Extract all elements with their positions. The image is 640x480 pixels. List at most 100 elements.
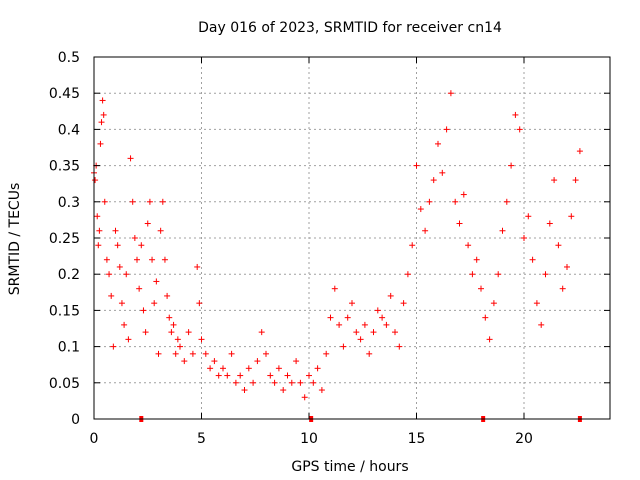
data-point <box>400 300 407 307</box>
y-tick-label: 0 <box>71 412 80 428</box>
y-tick-label: 0.5 <box>58 50 80 66</box>
data-point <box>144 220 151 227</box>
data-point <box>293 358 300 365</box>
data-point <box>271 379 278 386</box>
y-tick-label: 0.05 <box>49 376 80 392</box>
data-point <box>516 126 523 133</box>
data-point <box>336 321 343 328</box>
data-point <box>482 314 489 321</box>
data-point <box>538 321 545 328</box>
data-point <box>499 227 506 234</box>
data-point <box>95 242 102 249</box>
data-point <box>97 140 104 147</box>
x-tick-labels: 0 5 10 15 20 <box>90 431 533 447</box>
data-point <box>456 220 463 227</box>
data-point <box>237 372 244 379</box>
data-point <box>301 394 308 401</box>
data-point <box>366 350 373 357</box>
data-point <box>170 321 177 328</box>
data-point <box>189 350 196 357</box>
data-point <box>196 300 203 307</box>
data-point <box>159 198 166 205</box>
data-point <box>228 350 235 357</box>
data-point <box>306 372 312 379</box>
data-point <box>263 350 269 357</box>
data-point <box>318 387 325 394</box>
data-point <box>521 235 527 241</box>
data-point <box>284 372 291 379</box>
data-point <box>224 372 231 379</box>
y-tick-label: 0.25 <box>49 231 80 247</box>
data-point <box>546 220 553 227</box>
data-points <box>91 90 583 401</box>
data-point <box>349 300 355 307</box>
data-point <box>357 336 364 343</box>
data-point <box>215 372 222 379</box>
data-point <box>344 314 351 321</box>
x-tick-label: 20 <box>515 431 533 447</box>
data-point <box>220 365 226 372</box>
data-point <box>508 162 515 169</box>
data-point <box>460 191 467 198</box>
data-point <box>99 97 106 104</box>
data-point <box>118 300 125 307</box>
y-tick-label: 0.15 <box>49 303 80 319</box>
data-point <box>288 379 295 386</box>
data-point <box>194 263 201 270</box>
data-point <box>280 387 287 394</box>
y-tick-label: 0.35 <box>49 159 80 175</box>
data-point <box>512 111 519 118</box>
x-tick-label: 15 <box>408 431 426 447</box>
y-tick-label: 0.2 <box>58 267 80 283</box>
data-point <box>361 321 368 328</box>
data-point <box>426 198 433 205</box>
data-point <box>310 379 317 386</box>
data-point <box>131 235 138 241</box>
data-point <box>198 336 205 343</box>
data-point <box>166 314 173 321</box>
data-point <box>185 329 192 336</box>
data-point <box>486 336 493 343</box>
data-point <box>129 198 136 205</box>
data-point <box>533 300 540 307</box>
data-point <box>110 343 117 350</box>
data-point <box>473 256 480 263</box>
data-point <box>116 263 123 270</box>
data-point <box>134 256 140 263</box>
data-point <box>422 227 429 234</box>
axis-ticks <box>93 56 610 420</box>
data-point <box>413 162 420 169</box>
data-point <box>387 292 394 299</box>
data-point <box>417 206 424 213</box>
data-point <box>559 285 566 292</box>
data-point <box>568 213 575 220</box>
y-tick-label: 0.45 <box>49 86 80 102</box>
data-point <box>181 358 188 365</box>
data-point <box>275 365 282 372</box>
plot-frame <box>93 56 611 420</box>
data-point <box>254 358 261 365</box>
data-point <box>439 169 446 176</box>
data-point <box>331 285 338 292</box>
data-point <box>174 336 181 343</box>
y-tick-label: 0.4 <box>58 122 80 138</box>
data-point <box>370 329 377 336</box>
data-point <box>327 314 334 321</box>
data-point <box>138 242 145 249</box>
data-point <box>258 329 265 336</box>
data-point <box>435 140 441 147</box>
data-point <box>151 300 158 307</box>
data-point <box>379 314 386 321</box>
y-tick-label: 0.1 <box>58 340 80 356</box>
data-point <box>383 321 390 328</box>
data-point <box>202 350 209 357</box>
data-point <box>447 90 454 97</box>
data-point <box>177 343 183 350</box>
data-point <box>503 198 510 205</box>
y-axis-label: SRMTID / TECUs <box>7 183 23 296</box>
data-point <box>100 111 107 118</box>
data-point <box>495 271 502 278</box>
data-point <box>101 198 108 205</box>
data-point <box>164 292 171 299</box>
data-point <box>92 177 99 184</box>
